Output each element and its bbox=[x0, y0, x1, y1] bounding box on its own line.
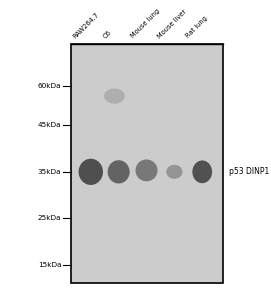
Text: 15kDa: 15kDa bbox=[38, 262, 61, 268]
Text: Rat lung: Rat lung bbox=[185, 15, 209, 39]
Text: 60kDa: 60kDa bbox=[38, 83, 61, 89]
Text: 25kDa: 25kDa bbox=[38, 215, 61, 221]
Text: 35kDa: 35kDa bbox=[38, 169, 61, 175]
Bar bbox=[71, 44, 223, 283]
Ellipse shape bbox=[192, 160, 212, 183]
Ellipse shape bbox=[166, 165, 182, 179]
Ellipse shape bbox=[108, 160, 130, 184]
Text: p53 DINP1: p53 DINP1 bbox=[229, 167, 269, 176]
Ellipse shape bbox=[79, 159, 103, 185]
Text: 45kDa: 45kDa bbox=[38, 122, 61, 128]
Text: Mouse liver: Mouse liver bbox=[157, 8, 188, 39]
Ellipse shape bbox=[136, 160, 157, 181]
Text: RAW264.7: RAW264.7 bbox=[72, 11, 101, 39]
Text: Mouse lung: Mouse lung bbox=[130, 8, 162, 39]
Text: C6: C6 bbox=[102, 29, 113, 39]
Ellipse shape bbox=[104, 88, 125, 104]
